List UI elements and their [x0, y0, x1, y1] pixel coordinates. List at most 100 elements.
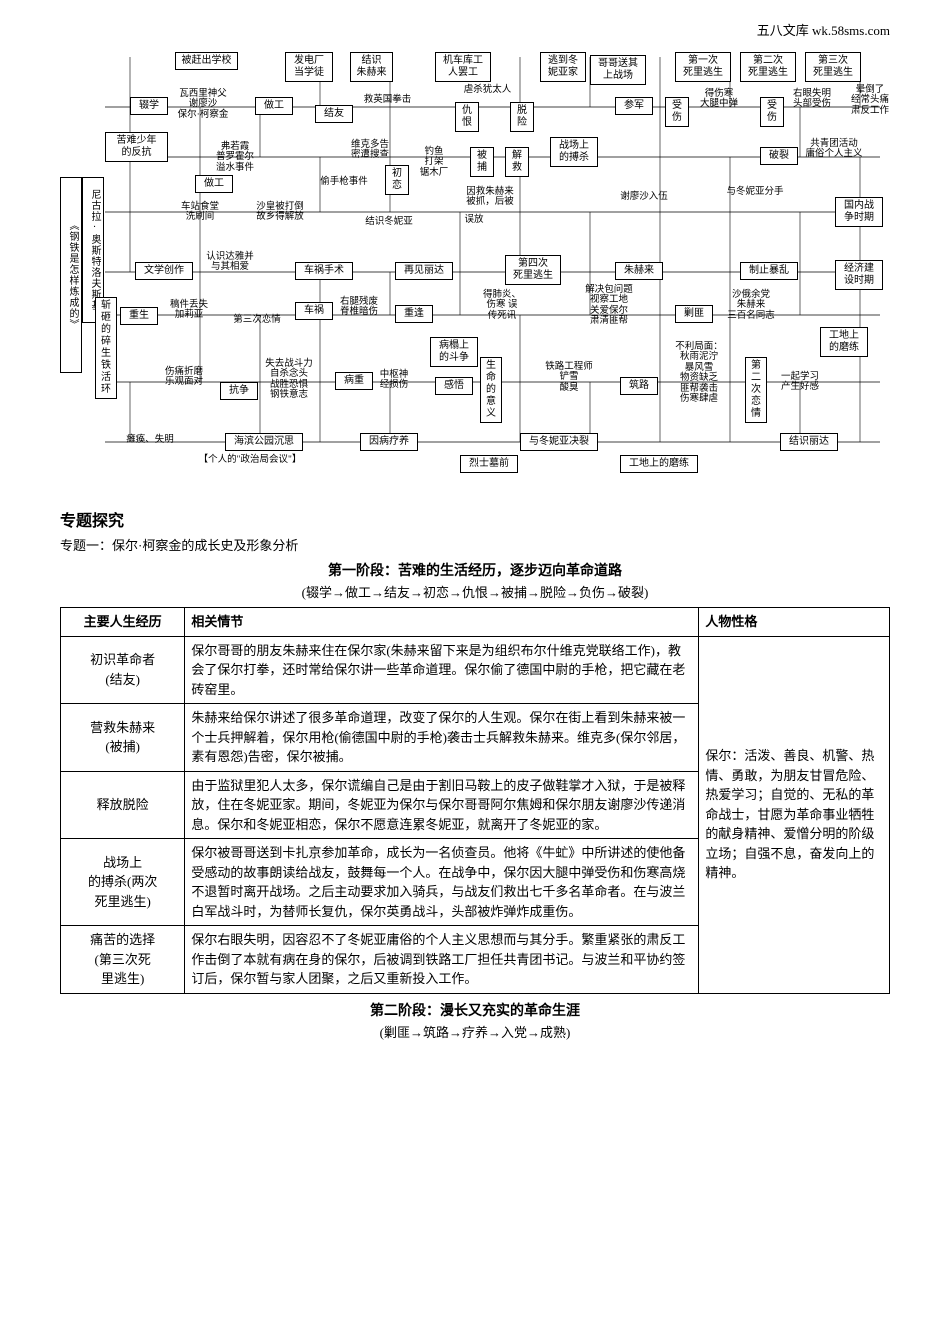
row6-node: 第三次恋情 [228, 315, 286, 325]
row4-node: 车站食堂 洗刷间 [175, 202, 225, 223]
row8-node: 瘫痪、失明 [120, 435, 180, 445]
row4-node: 与冬妮亚分手 [720, 187, 790, 197]
row2-node: 受 伤 [665, 97, 689, 127]
row5-node: 认识达雅并 与其相爱 [200, 252, 260, 273]
row1-node: 发电厂 当学徒 [285, 52, 333, 82]
row1-node: 第一次 死里逃生 [675, 52, 731, 82]
phase1-sub: (辍学→做工→结友→初恋→仇恨→被捕→脱险→负伤→破裂) [60, 582, 890, 601]
row3-node: 共青团活动 庸俗个人主义 [800, 139, 868, 160]
row4-node: 沙皇被打倒 故乡得解放 [250, 202, 310, 223]
row6-node: 解决包问题 视察工地 关爱保尔 肃清匪帮 [580, 285, 638, 327]
row2-node: 虐杀犹太人 [460, 85, 515, 95]
cell-trait: 保尔：活泼、善良、机警、热情、勇敢，为朋友甘冒危险、热爱学习；自觉的、无私的革命… [699, 636, 890, 993]
row3-node: 弗若霞 普罗霍尔 溢水事件 [210, 142, 260, 173]
cell-experience: 营救朱赫来 (被捕) [61, 704, 185, 772]
row9-node: 烈士墓前 [460, 455, 518, 473]
row2-node: 仇 恨 [455, 102, 479, 132]
table-row: 初识革命者 (结友)保尔哥哥的朋友朱赫来住在保尔家(朱赫来留下来是为组织布尔什维… [61, 636, 890, 704]
cell-plot: 保尔哥哥的朋友朱赫来住在保尔家(朱赫来留下来是为组织布尔什维克党联络工作)，教会… [185, 636, 699, 704]
row5-node: 车祸手术 [295, 262, 353, 280]
row7-node: 斩 砸 的 碎 生 铁 活 环 [95, 297, 117, 399]
row7-node: 工地上 的磨练 [820, 327, 868, 357]
th-experience: 主要人生经历 [61, 608, 185, 637]
row7-node: 感悟 [435, 377, 473, 395]
row2-node: 辍学 [130, 97, 168, 115]
row2-node: 结友 [315, 105, 353, 123]
row3-node: 战场上 的搏杀 [550, 137, 598, 167]
row2-node: 晕倒了 经常头痛 肃反工作 [845, 85, 895, 116]
row1-node: 第三次 死里逃生 [805, 52, 861, 82]
row9-node: 【个人的"政治局会议"】 [180, 455, 320, 465]
row2-node: 做工 [255, 97, 293, 115]
cell-plot: 保尔被哥哥送到卡扎京参加革命，成长为一名侦查员。他将《牛虻》中所讲述的使他备受感… [185, 839, 699, 926]
row8-node: 结识丽达 [780, 433, 838, 451]
row5-node: 再见丽达 [395, 262, 453, 280]
cell-plot: 由于监狱里犯人太多，保尔谎编自己是由于割旧马鞍上的皮子做鞋掌才入狱，于是被释放，… [185, 771, 699, 839]
section-title: 专题探究 [60, 507, 890, 531]
row2-node: 得伤寒 大腿中弹 [695, 89, 743, 110]
row7-node: 不利局面： 秋雨泥泞 暴风雪 物资缺乏 匪帮袭击 伤寒肆虐 [670, 342, 728, 405]
row3-node: 被 捕 [470, 147, 494, 177]
row7-node: 病榻上 的斗争 [430, 337, 478, 367]
row3-node: 解 救 [505, 147, 529, 177]
th-character: 人物性格 [699, 608, 890, 637]
analysis-table: 主要人生经历 相关情节 人物性格 初识革命者 (结友)保尔哥哥的朋友朱赫来住在保… [60, 607, 890, 994]
row7-node: 失去战斗力 自杀念头 战胜恐惧 钢铁意志 [260, 359, 318, 401]
row1-node: 哥哥送其 上战场 [590, 55, 646, 85]
row1-node: 逃到冬 妮亚家 [540, 52, 586, 82]
flowchart-diagram: 《钢铁是怎样炼成的》 尼古拉·奥斯特洛夫斯基 被赶出学校发电厂 当学徒结识 朱赫… [60, 47, 890, 487]
row2-node: 右眼失明 头部受伤 [788, 89, 836, 110]
row6-node: 沙俄余党 朱赫来 三百名同志 [720, 290, 782, 321]
row5-node: 朱赫来 [615, 262, 663, 280]
row4-node: 国内战 争时期 [835, 197, 883, 227]
row7-node: 一起学习 产生好感 [775, 372, 825, 393]
row9-node: 工地上的磨练 [620, 455, 698, 473]
cell-experience: 释放脱险 [61, 771, 185, 839]
table-header-row: 主要人生经历 相关情节 人物性格 [61, 608, 890, 637]
row2-node: 参军 [615, 97, 653, 115]
row3-node: 钓鱼 打架 锯木厂 [415, 147, 453, 178]
row7-node: 生 命 的 意 义 [480, 357, 502, 423]
book-title-spine: 《钢铁是怎样炼成的》 [60, 177, 82, 373]
row2-node: 受 伤 [760, 97, 784, 127]
phase2-title: 第二阶段：漫长又充实的革命生涯 [60, 1000, 890, 1020]
row3-node: 苦难少年 的反抗 [105, 132, 168, 162]
row7-node: 抗争 [220, 382, 258, 400]
row8-node: 因病疗养 [360, 433, 418, 451]
row5-node: 文学创作 [135, 262, 193, 280]
cell-plot: 朱赫来给保尔讲述了很多革命道理，改变了保尔的人生观。保尔在街上看到朱赫来被一个士… [185, 704, 699, 772]
topic-subtitle: 专题一：保尔·柯察金的成长史及形象分析 [60, 535, 890, 554]
row1-node: 第二次 死里逃生 [740, 52, 796, 82]
row3-node: 破裂 [760, 147, 798, 165]
row7-node: 筑路 [620, 377, 658, 395]
row3-node: 维克多告 密遭搜查 [345, 140, 395, 161]
header-site: 五八文库 wk.58sms.com [60, 20, 890, 39]
row8-node: 与冬妮亚决裂 [520, 433, 598, 451]
row7-node: 伤痛折磨 乐观面对 [160, 367, 208, 388]
row3-node: 偷手枪事件 [315, 177, 373, 187]
row7-node: 第 二 次 恋 情 [745, 357, 767, 423]
row6-node: 重生 [120, 307, 158, 325]
row7-node: 中枢神 经损伤 [375, 370, 413, 391]
cell-experience: 痛苦的选择 (第三次死 里逃生) [61, 926, 185, 994]
phase2-sub: (剿匪→筑路→疗养→入党→成熟) [60, 1022, 890, 1041]
cell-experience: 战场上 的搏杀(两次 死里逃生) [61, 839, 185, 926]
row8-node: 海滨公园沉思 [225, 433, 303, 451]
row2-node: 脱 险 [510, 102, 534, 132]
row5-node: 第四次 死里逃生 [505, 255, 561, 285]
row1-node: 机车库工 人罢工 [435, 52, 491, 82]
row3-node: 做工 [195, 175, 233, 193]
row4-node: 谢廖沙入伍 [615, 192, 673, 202]
row4-node: 结识冬妮亚 [360, 217, 418, 227]
cell-plot: 保尔右眼失明，因容忍不了冬妮亚庸俗的个人主义思想而与其分手。繁重紧张的肃反工作击… [185, 926, 699, 994]
row2-node: 救英国拳击 [360, 95, 415, 105]
row7-node: 铁路工程师 铲雪 酸臭 [540, 362, 598, 393]
row6-node: 稿件丢失 加莉亚 [165, 300, 213, 321]
row3-node: 初 恋 [385, 165, 409, 195]
row7-node: 病重 [335, 372, 373, 390]
row2-node: 瓦西里神父 谢廖沙 保尔·柯察金 [168, 89, 238, 120]
th-plot: 相关情节 [185, 608, 699, 637]
cell-experience: 初识革命者 (结友) [61, 636, 185, 704]
phase1-title: 第一阶段：苦难的生活经历，逐步迈向革命道路 [60, 560, 890, 580]
row6-node: 得肺炎、 伤寒 误 传死讯 [480, 290, 524, 321]
